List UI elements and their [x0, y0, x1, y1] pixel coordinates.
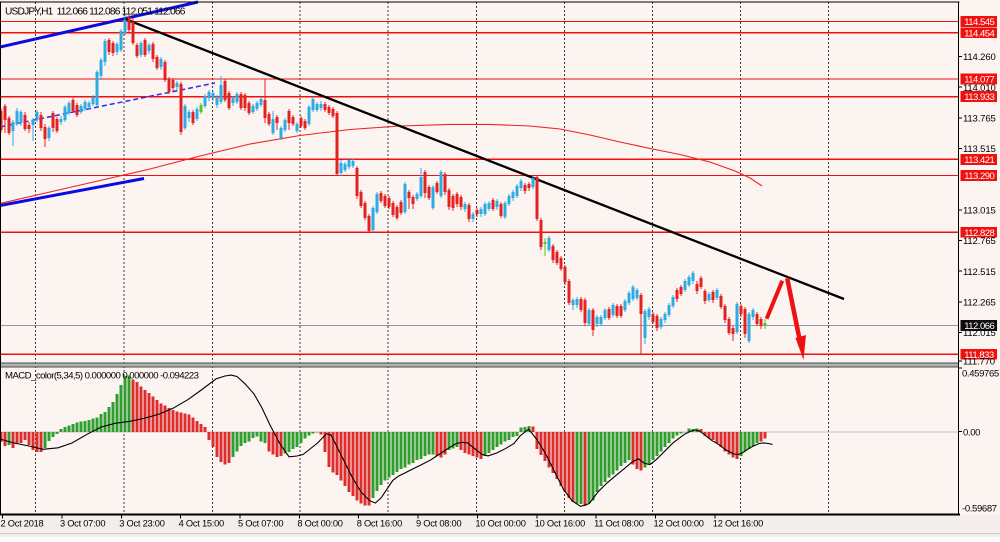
svg-text:113.015: 113.015	[963, 205, 996, 216]
svg-text:4 Oct 15:00: 4 Oct 15:00	[179, 519, 224, 529]
svg-text:113.765: 113.765	[963, 113, 996, 124]
svg-text:112.515: 112.515	[963, 267, 996, 278]
svg-text:3 Oct 23:00: 3 Oct 23:00	[119, 519, 164, 529]
svg-text:112.066: 112.066	[964, 321, 994, 332]
svg-text:113.515: 113.515	[963, 144, 996, 155]
svg-text:10 Oct 16:00: 10 Oct 16:00	[535, 519, 585, 529]
svg-text:2 Oct 2018: 2 Oct 2018	[1, 519, 44, 529]
svg-text:8 Oct 00:00: 8 Oct 00:00	[297, 519, 342, 529]
svg-text:12 Oct 16:00: 12 Oct 16:00	[713, 519, 763, 529]
svg-text:9 Oct 08:00: 9 Oct 08:00	[416, 519, 461, 529]
svg-text:111.833: 111.833	[964, 350, 994, 361]
svg-text:12 Oct 00:00: 12 Oct 00:00	[653, 519, 703, 529]
svg-text:113.421: 113.421	[964, 155, 994, 166]
svg-text:8 Oct 16:00: 8 Oct 16:00	[357, 519, 402, 529]
svg-text:111.770: 111.770	[963, 357, 995, 368]
svg-text:112.015: 112.015	[963, 328, 996, 339]
svg-text:112.265: 112.265	[963, 297, 996, 308]
svg-text:-0.59687: -0.59687	[962, 504, 997, 515]
svg-text:10 Oct 00:00: 10 Oct 00:00	[475, 519, 525, 529]
svg-text:11 Oct 08:00: 11 Oct 08:00	[594, 519, 644, 529]
svg-text:112.828: 112.828	[964, 228, 994, 239]
svg-text:MACD_color(5,34,5) 0.000000 0.: MACD_color(5,34,5) 0.000000 0.000000 -0.…	[5, 371, 199, 382]
svg-text:0.00: 0.00	[963, 428, 980, 439]
svg-text:114.077: 114.077	[964, 75, 994, 86]
svg-text:114.454: 114.454	[964, 28, 994, 39]
svg-text:5 Oct 07:00: 5 Oct 07:00	[238, 519, 283, 529]
svg-text:0.459765: 0.459765	[962, 369, 999, 380]
svg-text:114.260: 114.260	[963, 52, 996, 63]
svg-text:114.010: 114.010	[963, 83, 996, 94]
svg-text:114.545: 114.545	[964, 17, 994, 28]
svg-text:113.290: 113.290	[964, 171, 994, 182]
svg-text:USDJPY,H1 112.066 112.086 112: USDJPY,H1 112.066 112.086 112.051 112.06…	[5, 7, 186, 18]
svg-text:3 Oct 07:00: 3 Oct 07:00	[60, 519, 105, 529]
svg-text:113.933: 113.933	[964, 92, 994, 103]
svg-text:112.765: 112.765	[963, 236, 996, 247]
